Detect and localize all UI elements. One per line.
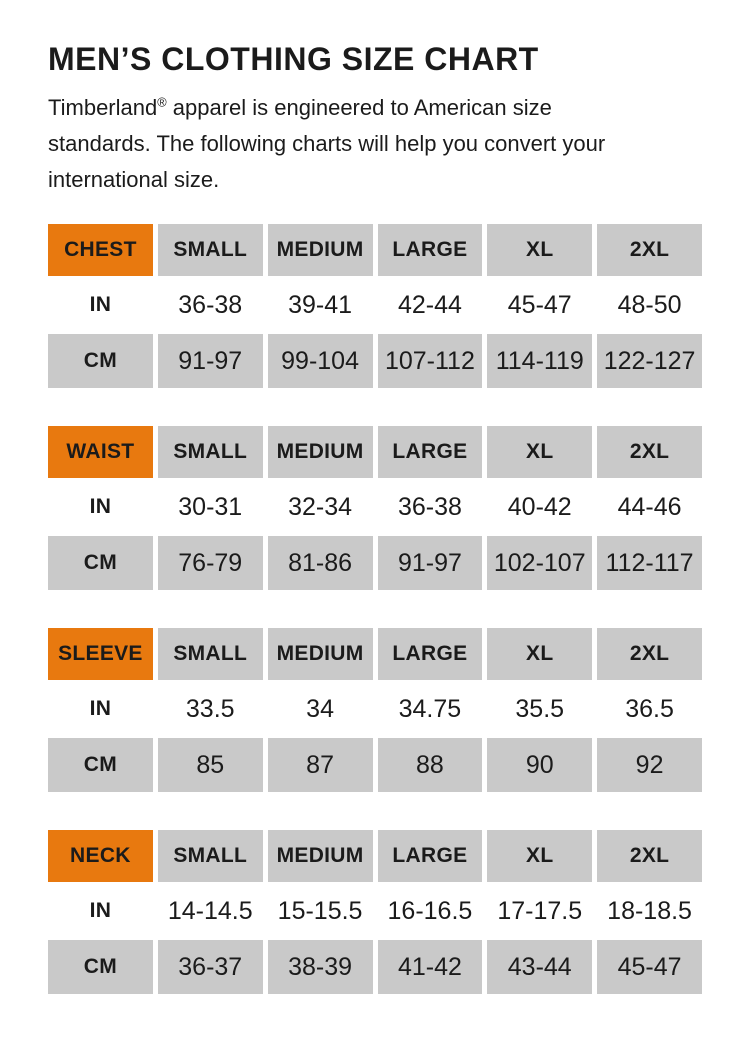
unit-label-chest-in: IN — [89, 293, 112, 316]
size-header-medium: MEDIUM — [267, 224, 373, 276]
size-header-large: LARGE — [377, 426, 483, 478]
size-value-neck-in-2xl: 18-18.5 — [607, 896, 692, 925]
size-value-sleeve-in-medium: 34 — [306, 694, 334, 723]
size-value-waist-in-small: 30-31 — [178, 492, 243, 521]
size-table-neck: NECK SMALL MEDIUM LARGE XL 2XL IN 14-14.5 15-15.… — [48, 830, 702, 994]
size-value-neck-in-small: 14-14.5 — [167, 896, 253, 925]
category-header-sleeve: SLEEVE — [48, 628, 153, 680]
intro-text: Timberland® apparel is engineered to Ame… — [48, 90, 702, 198]
size-value-waist-cm-medium: 81-86 — [267, 536, 373, 590]
unit-label-waist-in: IN — [89, 495, 112, 518]
unit-label-sleeve-in: IN — [89, 697, 112, 720]
size-header-medium: MEDIUM — [267, 628, 373, 680]
unit-label-neck-in: IN — [89, 899, 112, 922]
size-value-neck-in-xl: 17-17.5 — [497, 896, 583, 925]
size-value-waist-in-medium: 32-34 — [288, 492, 353, 521]
size-value-chest-cm-xl: 114-119 — [487, 334, 593, 388]
size-header-xl: XL — [487, 224, 593, 276]
intro-line-1-rest: apparel is engineered to American size — [166, 95, 552, 120]
size-value-chest-in-2xl: 48-50 — [617, 290, 682, 319]
size-value-sleeve-cm-small: 85 — [157, 738, 263, 792]
size-value-chest-cm-large: 107-112 — [377, 334, 483, 388]
size-value-waist-in-xl: 40-42 — [507, 492, 572, 521]
size-table-sleeve: SLEEVE SMALL MEDIUM LARGE XL 2XL IN 33.5 34 34.75… — [48, 628, 702, 792]
size-value-waist-cm-large: 91-97 — [377, 536, 483, 590]
size-header-small: SMALL — [157, 628, 263, 680]
unit-label-neck-cm: CM — [48, 940, 153, 994]
category-header-waist: WAIST — [48, 426, 153, 478]
size-chart-tables: CHEST SMALL MEDIUM LARGE XL 2XL IN 36-38 39-41 42… — [48, 224, 702, 994]
size-value-waist-in-large: 36-38 — [397, 492, 462, 521]
size-header-xl: XL — [487, 628, 593, 680]
size-value-chest-in-xl: 45-47 — [507, 290, 572, 319]
unit-label-chest-cm: CM — [48, 334, 153, 388]
size-header-2xl: 2XL — [597, 830, 702, 882]
intro-line-1: Timberland® apparel is engineered to Ame… — [48, 90, 702, 126]
size-value-chest-cm-2xl: 122-127 — [597, 334, 702, 388]
size-value-neck-in-medium: 15-15.5 — [277, 896, 363, 925]
size-value-chest-cm-medium: 99-104 — [267, 334, 373, 388]
size-header-2xl: 2XL — [597, 224, 702, 276]
unit-label-sleeve-cm: CM — [48, 738, 153, 792]
size-header-large: LARGE — [377, 628, 483, 680]
size-header-xl: XL — [487, 830, 593, 882]
size-header-medium: MEDIUM — [267, 830, 373, 882]
size-table-chest: CHEST SMALL MEDIUM LARGE XL 2XL IN 36-38 39-41 42… — [48, 224, 702, 388]
size-value-chest-cm-small: 91-97 — [157, 334, 263, 388]
size-value-sleeve-cm-large: 88 — [377, 738, 483, 792]
page-title: MEN’S CLOTHING SIZE CHART — [48, 41, 539, 77]
size-header-2xl: 2XL — [597, 426, 702, 478]
size-header-2xl: 2XL — [597, 628, 702, 680]
size-header-medium: MEDIUM — [267, 426, 373, 478]
size-value-waist-cm-xl: 102-107 — [487, 536, 593, 590]
intro-line-2: standards. The following charts will hel… — [48, 131, 606, 156]
size-header-large: LARGE — [377, 830, 483, 882]
size-value-neck-cm-medium: 38-39 — [267, 940, 373, 994]
category-header-neck: NECK — [48, 830, 153, 882]
size-value-chest-in-large: 42-44 — [397, 290, 462, 319]
size-header-large: LARGE — [377, 224, 483, 276]
size-value-sleeve-in-2xl: 36.5 — [625, 694, 674, 723]
size-value-sleeve-cm-2xl: 92 — [597, 738, 702, 792]
size-header-small: SMALL — [157, 426, 263, 478]
size-value-waist-cm-2xl: 112-117 — [597, 536, 702, 590]
size-value-neck-in-large: 16-16.5 — [387, 896, 473, 925]
size-table-waist: WAIST SMALL MEDIUM LARGE XL 2XL IN 30-31 32-34 36… — [48, 426, 702, 590]
size-header-small: SMALL — [157, 830, 263, 882]
size-value-sleeve-in-small: 33.5 — [185, 694, 235, 723]
size-value-neck-cm-xl: 43-44 — [487, 940, 593, 994]
size-value-neck-cm-2xl: 45-47 — [597, 940, 702, 994]
registered-mark: ® — [157, 94, 167, 110]
size-value-sleeve-in-large: 34.75 — [398, 694, 462, 723]
size-value-neck-cm-small: 36-37 — [157, 940, 263, 994]
size-header-small: SMALL — [157, 224, 263, 276]
brand-name: Timberland — [48, 95, 158, 120]
size-value-neck-cm-large: 41-42 — [377, 940, 483, 994]
size-value-waist-in-2xl: 44-46 — [617, 492, 682, 521]
unit-label-waist-cm: CM — [48, 536, 153, 590]
size-header-xl: XL — [487, 426, 593, 478]
size-value-sleeve-cm-xl: 90 — [487, 738, 593, 792]
intro-line-3: international size. — [48, 167, 220, 192]
size-value-sleeve-in-xl: 35.5 — [515, 694, 565, 723]
size-value-chest-in-medium: 39-41 — [288, 290, 353, 319]
category-header-chest: CHEST — [48, 224, 153, 276]
size-value-chest-in-small: 36-38 — [178, 290, 243, 319]
size-value-waist-cm-small: 76-79 — [157, 536, 263, 590]
size-value-sleeve-cm-medium: 87 — [267, 738, 373, 792]
